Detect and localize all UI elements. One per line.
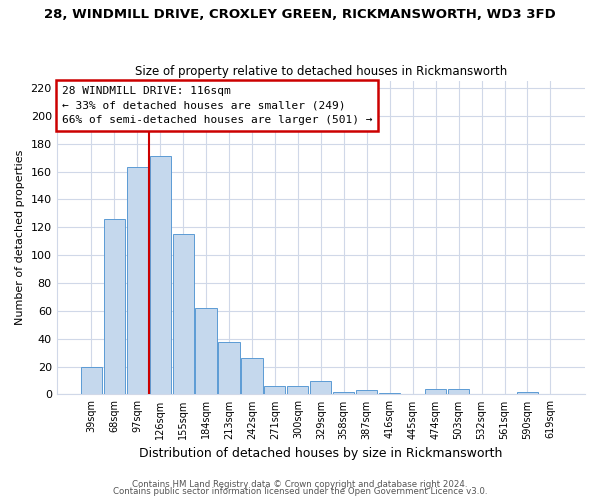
Bar [310,380,331,394]
Bar [104,219,125,394]
Text: Contains public sector information licensed under the Open Government Licence v3: Contains public sector information licen… [113,488,487,496]
Bar [517,392,538,394]
Text: Contains HM Land Registry data © Crown copyright and database right 2024.: Contains HM Land Registry data © Crown c… [132,480,468,489]
Bar [356,390,377,394]
Bar [196,308,217,394]
Bar [425,389,446,394]
Y-axis label: Number of detached properties: Number of detached properties [15,150,25,326]
Title: Size of property relative to detached houses in Rickmansworth: Size of property relative to detached ho… [135,66,507,78]
Text: 28 WINDMILL DRIVE: 116sqm
← 33% of detached houses are smaller (249)
66% of semi: 28 WINDMILL DRIVE: 116sqm ← 33% of detac… [62,86,373,126]
Bar [127,168,148,394]
X-axis label: Distribution of detached houses by size in Rickmansworth: Distribution of detached houses by size … [139,447,503,460]
Bar [218,342,239,394]
Text: 28, WINDMILL DRIVE, CROXLEY GREEN, RICKMANSWORTH, WD3 3FD: 28, WINDMILL DRIVE, CROXLEY GREEN, RICKM… [44,8,556,20]
Bar [379,393,400,394]
Bar [80,366,102,394]
Bar [333,392,355,394]
Bar [149,156,170,394]
Bar [241,358,263,395]
Bar [265,386,286,394]
Bar [173,234,194,394]
Bar [287,386,308,394]
Bar [448,389,469,394]
